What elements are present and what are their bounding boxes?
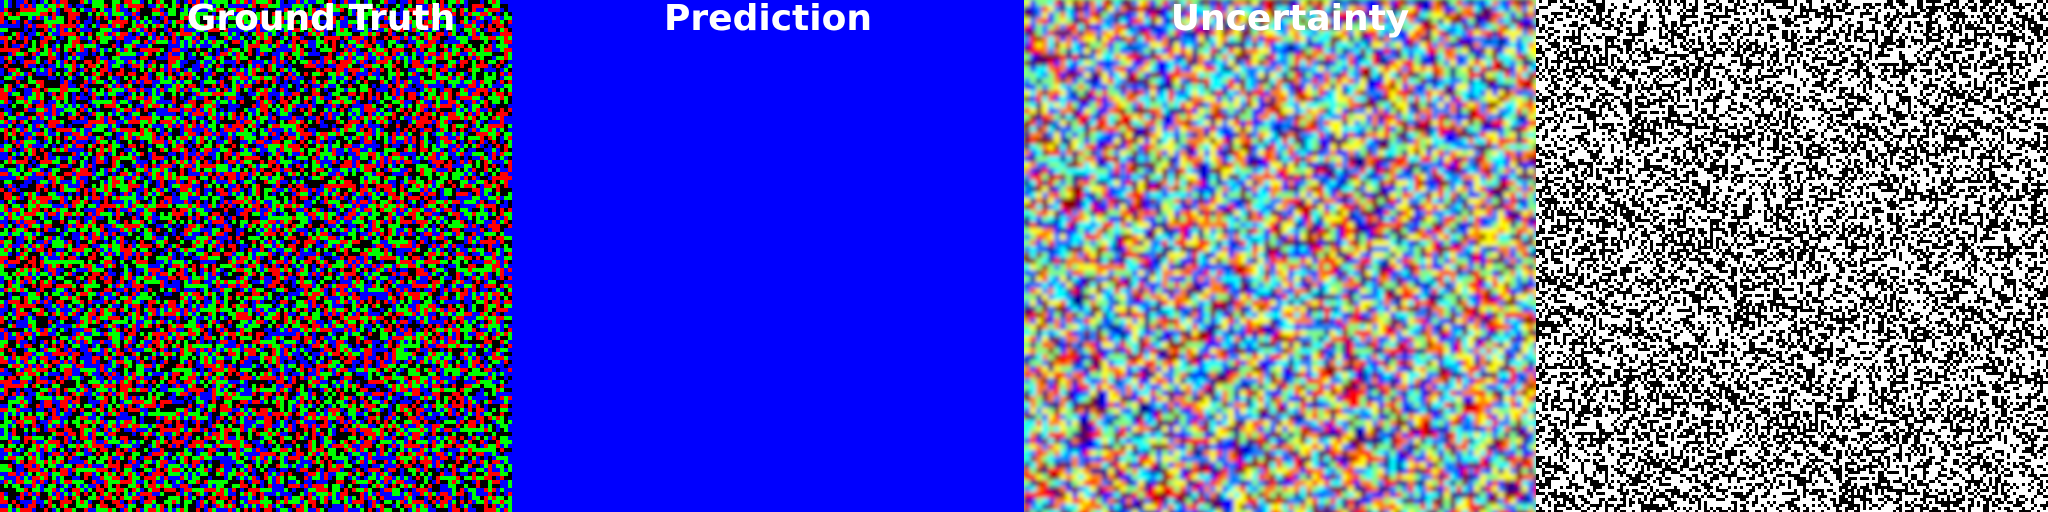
error-map-image — [1536, 0, 2048, 512]
uncertainty-title: Uncertainty — [1024, 0, 1536, 38]
error-map-panel — [1536, 0, 2048, 512]
prediction-panel: Prediction — [512, 0, 1024, 512]
ground-truth-title: Ground Truth — [0, 0, 512, 38]
prediction-title: Prediction — [512, 0, 1024, 38]
ground-truth-image — [0, 0, 512, 512]
ground-truth-panel: Ground Truth — [0, 0, 512, 512]
uncertainty-panel: Uncertainty — [1024, 0, 1536, 512]
prediction-background — [512, 0, 1024, 512]
prediction-image — [512, 0, 1024, 512]
uncertainty-heatmap — [1024, 0, 1536, 512]
